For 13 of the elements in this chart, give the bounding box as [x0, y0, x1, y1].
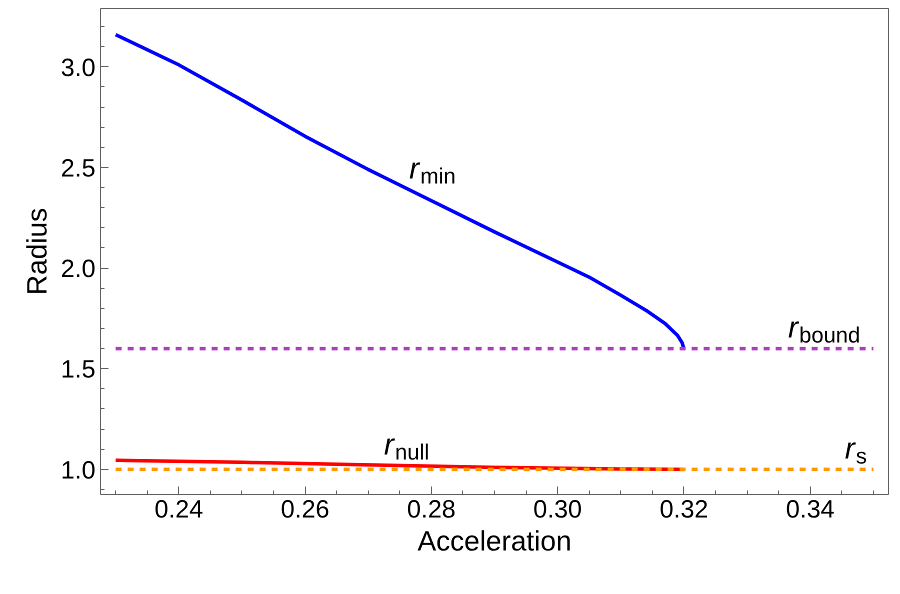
x-tick-label: 0.34 [786, 496, 835, 524]
y-tick-label: 3.0 [60, 54, 96, 82]
x-axis-title: Acceleration [417, 526, 572, 556]
x-tick-label: 0.26 [280, 496, 330, 524]
y-tick-label: 2.5 [60, 154, 96, 182]
x-tick-label: 0.28 [407, 496, 456, 524]
y-tick-label: 1.0 [60, 456, 96, 484]
y-tick-label: 2.0 [60, 255, 96, 284]
x-tick-label: 0.32 [660, 496, 708, 524]
y-tick-label: 1.5 [60, 356, 96, 384]
y-axis-title: Radius [22, 208, 53, 296]
x-tick-label: 0.24 [154, 496, 204, 524]
x-tick-label: 0.30 [533, 496, 582, 524]
